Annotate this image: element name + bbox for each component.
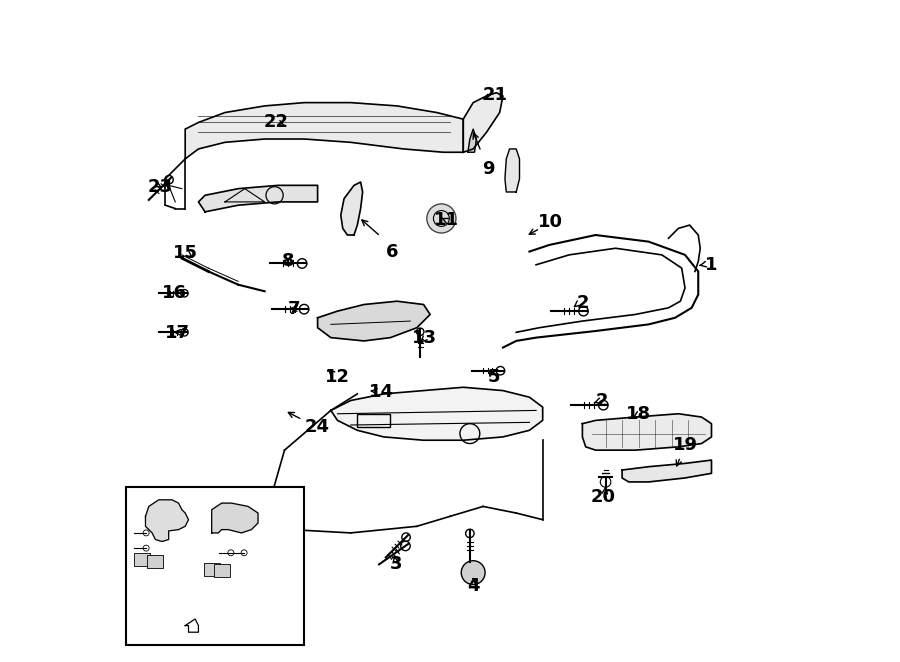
Polygon shape: [212, 503, 258, 533]
Text: 13: 13: [412, 328, 437, 347]
Text: 1: 1: [706, 256, 717, 274]
Polygon shape: [341, 182, 363, 235]
Bar: [213, 564, 230, 577]
Polygon shape: [622, 460, 712, 482]
Text: 9: 9: [482, 160, 495, 178]
Polygon shape: [331, 387, 543, 440]
Text: 5: 5: [488, 368, 500, 387]
Bar: [126, 487, 304, 645]
Text: 14: 14: [369, 383, 394, 401]
Bar: [203, 563, 220, 576]
Text: 20: 20: [591, 487, 617, 506]
Text: 11: 11: [434, 211, 459, 229]
Polygon shape: [464, 93, 503, 152]
Bar: [134, 553, 150, 566]
Polygon shape: [505, 149, 519, 192]
Polygon shape: [468, 129, 476, 152]
Text: 12: 12: [325, 368, 350, 387]
Text: 22: 22: [264, 113, 289, 132]
Polygon shape: [318, 301, 430, 341]
Text: 4: 4: [467, 577, 480, 595]
Text: 24: 24: [305, 418, 330, 436]
Text: 17: 17: [165, 324, 190, 342]
Text: 10: 10: [538, 213, 563, 231]
Text: 19: 19: [672, 436, 698, 454]
Polygon shape: [146, 500, 188, 542]
Text: 21: 21: [482, 85, 508, 104]
Polygon shape: [198, 185, 318, 212]
Polygon shape: [185, 103, 464, 159]
Text: 3: 3: [390, 555, 402, 573]
Text: 8: 8: [283, 252, 295, 271]
Text: 2: 2: [596, 391, 608, 410]
Text: 6: 6: [386, 242, 399, 261]
Text: 2: 2: [576, 293, 589, 312]
Polygon shape: [582, 414, 712, 450]
Text: 15: 15: [173, 244, 198, 262]
Bar: [148, 555, 164, 568]
Circle shape: [427, 204, 456, 233]
Text: 16: 16: [161, 284, 186, 303]
Circle shape: [600, 477, 611, 487]
Text: 23: 23: [148, 177, 173, 196]
Text: 7: 7: [288, 300, 301, 318]
Text: 18: 18: [626, 404, 652, 423]
Circle shape: [462, 561, 485, 585]
